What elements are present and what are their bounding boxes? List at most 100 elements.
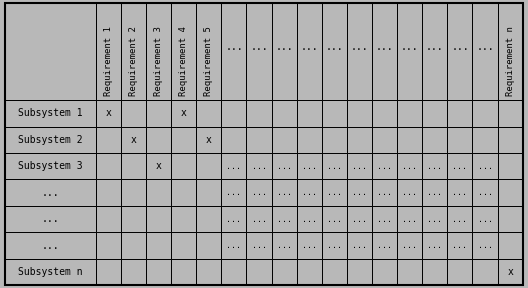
Text: Requirement 2: Requirement 2 [129,26,138,96]
Bar [372,100,397,127]
Text: ...: ... [251,162,267,171]
Bar [271,232,297,259]
Text: ...: ... [302,215,317,223]
Bar [196,153,221,179]
Bar [171,127,196,153]
Bar [247,153,271,179]
Bar [397,3,422,100]
Bar [397,100,422,127]
Bar [422,206,447,232]
Text: ...: ... [451,42,469,52]
Bar [447,179,473,206]
Bar [96,179,121,206]
Text: ...: ... [251,188,267,197]
Text: x: x [106,109,111,118]
Text: ...: ... [427,188,442,197]
Bar [473,179,497,206]
Bar [96,232,121,259]
Bar [473,127,497,153]
Text: ...: ... [225,42,243,52]
Bar [497,3,523,100]
Text: ...: ... [42,214,59,224]
Bar [221,127,247,153]
Bar [171,100,196,127]
Bar [121,3,146,100]
Bar [196,259,221,285]
Bar [5,206,96,232]
Bar [322,153,347,179]
Bar [146,206,171,232]
Bar [347,179,372,206]
Bar [473,206,497,232]
Bar [372,127,397,153]
Text: ...: ... [402,215,417,223]
Bar [96,259,121,285]
Text: ...: ... [452,241,467,250]
Bar [271,127,297,153]
Bar [146,153,171,179]
Bar [247,3,271,100]
Bar [121,232,146,259]
Bar [221,3,247,100]
Text: ...: ... [327,162,342,171]
Text: ...: ... [352,162,367,171]
Bar [121,153,146,179]
Text: x: x [130,135,136,145]
Text: Subsystem 1: Subsystem 1 [18,109,83,118]
Bar [497,127,523,153]
Text: ...: ... [426,42,444,52]
Text: ...: ... [477,241,493,250]
Bar [473,153,497,179]
Bar [447,3,473,100]
Bar [146,3,171,100]
Bar [372,3,397,100]
Bar [121,259,146,285]
Text: ...: ... [376,42,393,52]
Bar [5,179,96,206]
Bar [422,153,447,179]
Text: ...: ... [302,241,317,250]
Text: ...: ... [227,241,241,250]
Text: ...: ... [476,42,494,52]
Bar [297,259,322,285]
Bar [146,100,171,127]
Bar [497,206,523,232]
Text: ...: ... [42,240,59,251]
Text: ...: ... [250,42,268,52]
Text: x: x [156,161,162,171]
Text: Subsystem 3: Subsystem 3 [18,161,83,171]
Bar [5,127,96,153]
Bar [397,259,422,285]
Text: ...: ... [227,188,241,197]
Bar [322,100,347,127]
Bar [422,179,447,206]
Bar [322,179,347,206]
Bar [221,232,247,259]
Bar [297,127,322,153]
Text: ...: ... [302,188,317,197]
Text: ...: ... [452,215,467,223]
Bar [146,259,171,285]
Text: Requirement 5: Requirement 5 [204,26,213,96]
Text: Requirement 4: Requirement 4 [179,26,188,96]
Bar [247,100,271,127]
Bar [121,179,146,206]
Text: Requirement 1: Requirement 1 [104,26,113,96]
Text: x: x [181,109,187,118]
Text: ...: ... [351,42,369,52]
Bar [146,127,171,153]
Bar [96,100,121,127]
Bar [247,206,271,232]
Bar [372,206,397,232]
Bar [447,259,473,285]
Text: x: x [507,267,513,277]
Bar [96,153,121,179]
Bar [96,206,121,232]
Text: ...: ... [327,188,342,197]
Text: ...: ... [377,215,392,223]
Bar [5,3,96,100]
Bar [497,259,523,285]
Bar [5,100,96,127]
Bar [271,100,297,127]
Bar [422,259,447,285]
